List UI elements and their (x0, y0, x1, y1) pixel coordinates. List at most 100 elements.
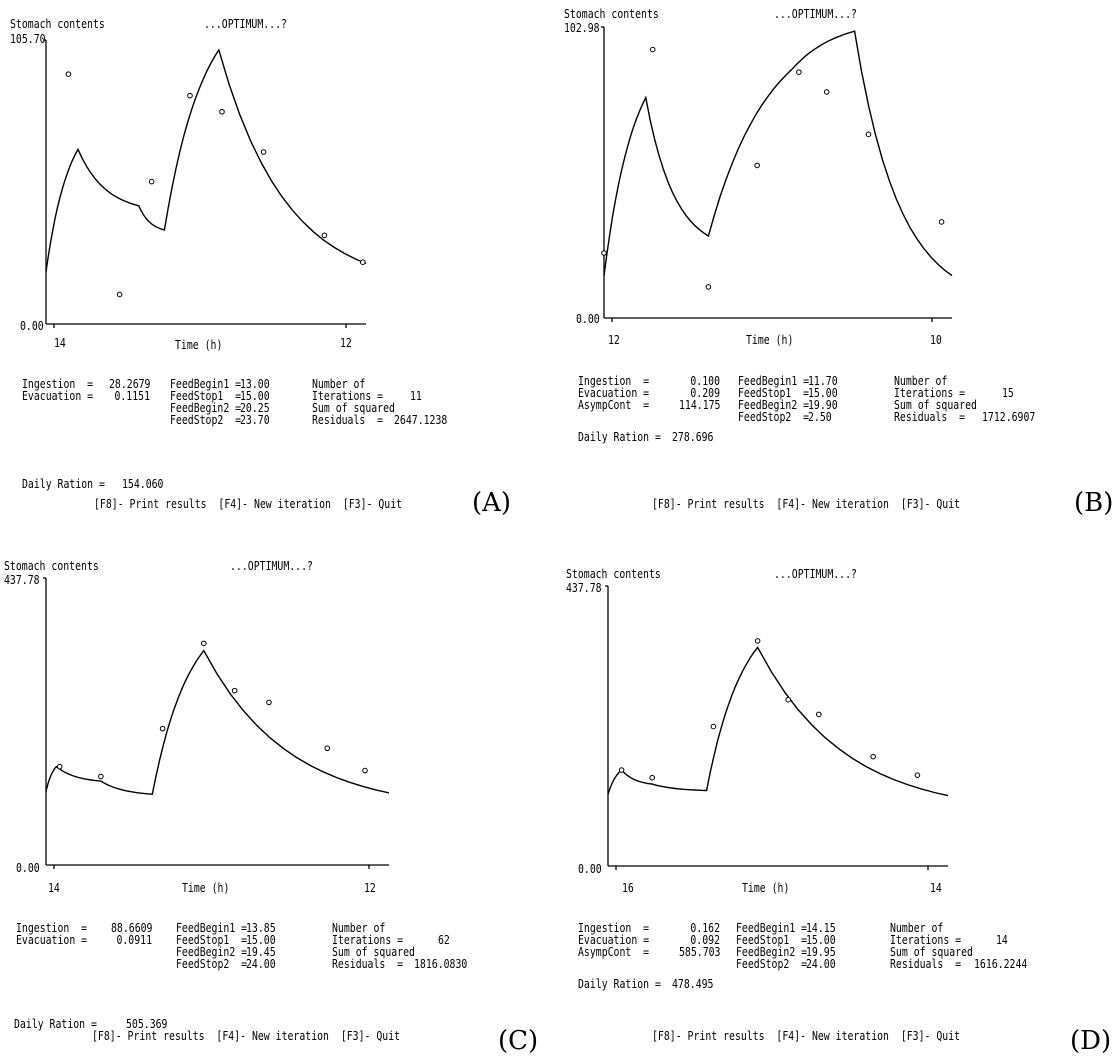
residuals-value: 1712.6907 (982, 410, 1036, 424)
iterations-label: Iterations = (894, 386, 966, 400)
observed-point (870, 753, 877, 760)
daily-ration-label: Daily Ration = (22, 477, 105, 491)
feedbegin2-label: FeedBegin2 = (738, 398, 810, 412)
iterations-value: 15 (1002, 386, 1014, 400)
residuals-label: Residuals = (332, 957, 404, 971)
panel-b: Stomach contents ...OPTIMUM...? 102.98 0… (560, 0, 1120, 530)
y-max-label: 437.78 (4, 573, 40, 587)
number-of-label: Number of (332, 921, 386, 935)
feedbegin1-label: FeedBegin1 = (736, 921, 808, 935)
x-tick-left: 14 (48, 881, 60, 895)
feedstop2-label: FeedStop2 = (170, 413, 242, 427)
observed-point (200, 640, 207, 647)
feedbegin2-value: 20.25 (240, 401, 270, 415)
feedstop1-value: 15.00 (246, 933, 276, 947)
observed-point (649, 46, 656, 53)
observed-point (148, 178, 155, 185)
optimum-label: ...OPTIMUM...? (774, 7, 857, 21)
evacuation-label: Evacuation = (16, 933, 88, 947)
feedstop1-value: 15.00 (806, 933, 836, 947)
feedbegin2-value: 19.90 (808, 398, 838, 412)
asympcont-value: 114.175 (679, 398, 721, 412)
ingestion-label: Ingestion = (22, 377, 94, 391)
evacuation-value: 0.1151 (114, 389, 150, 403)
iterations-value: 11 (410, 389, 422, 403)
observed-point (360, 259, 366, 266)
number-of-label: Number of (890, 921, 944, 935)
residuals-label: Residuals = (890, 957, 962, 971)
observed-point (618, 767, 625, 773)
chart-d (605, 585, 949, 870)
fitted-curve (45, 48, 367, 272)
evacuation-value: 0.092 (690, 933, 720, 947)
feedstop2-label: FeedStop2 = (176, 957, 248, 971)
observed-point (823, 89, 830, 95)
observed-point (754, 162, 760, 169)
iterations-label: Iterations = (890, 933, 962, 947)
feedstop2-value: 2.50 (808, 410, 832, 424)
feedbegin1-label: FeedBegin1 = (738, 374, 810, 388)
panel-label: (A) (472, 488, 512, 518)
observed-point (754, 638, 761, 644)
ingestion-value: 88.6609 (111, 921, 153, 935)
x-axis-label: Time (h) (175, 338, 223, 352)
evacuation-label: Evacuation = (578, 933, 650, 947)
chart-title: Stomach contents (4, 559, 99, 573)
x-tick-right: 12 (364, 881, 376, 895)
daily-ration-value: 154.060 (122, 477, 164, 491)
asympcont-label: AsympCont = (578, 945, 650, 959)
observed-point (159, 725, 166, 732)
panel-c: Stomach contents ...OPTIMUM...? 437.78 0… (0, 530, 560, 1061)
y-min-label: 0.00 (576, 312, 600, 326)
observed-point (705, 284, 712, 290)
observed-point (710, 723, 717, 730)
observed-point (321, 232, 328, 239)
observed-point (796, 69, 802, 75)
x-axis-label: Time (h) (182, 881, 230, 895)
chart-title: Stomach contents (10, 17, 105, 31)
residuals-value: 1616.2244 (974, 957, 1028, 971)
iterations-label: Iterations = (332, 933, 404, 947)
observed-point (116, 291, 123, 298)
iterations-value: 14 (996, 933, 1008, 947)
iterations-label: Iterations = (312, 389, 384, 403)
feedbegin1-value: 11.70 (808, 374, 838, 388)
feedstop2-value: 24.00 (806, 957, 836, 971)
chart-title: Stomach contents (564, 7, 659, 21)
x-tick-left: 16 (622, 881, 634, 895)
y-max-label: 437.78 (566, 581, 602, 595)
residuals-value: 1816.0830 (414, 957, 468, 971)
observed-point (914, 772, 921, 778)
x-tick-right: 14 (930, 881, 942, 895)
daily-ration-value: 478.495 (672, 977, 714, 991)
observed-point (865, 131, 872, 138)
feedstop1-label: FeedStop1 = (736, 933, 808, 947)
optimum-label: ...OPTIMUM...? (230, 559, 313, 573)
evacuation-value: 0.209 (690, 386, 720, 400)
observed-point (98, 773, 104, 780)
feedstop2-label: FeedStop2 = (738, 410, 810, 424)
feedstop1-label: FeedStop1 = (176, 933, 248, 947)
feedstop2-value: 23.70 (240, 413, 270, 427)
y-min-label: 0.00 (578, 862, 602, 876)
panel-label: (D) (1070, 1026, 1112, 1056)
evacuation-label: Evacuation = (578, 386, 650, 400)
feedstop1-value: 15.00 (808, 386, 838, 400)
fitted-curve (45, 649, 390, 795)
ingestion-label: Ingestion = (578, 374, 650, 388)
feedbegin2-value: 19.95 (806, 945, 836, 959)
x-tick-right: 12 (340, 336, 352, 350)
feedstop1-label: FeedStop1 = (738, 386, 810, 400)
daily-ration-label: Daily Ration = (578, 977, 661, 991)
observed-point (260, 149, 267, 155)
number-of-label: Number of (312, 377, 366, 391)
y-max-label: 102.98 (564, 21, 600, 35)
function-key-menu: [F8]- Print results [F4]- New iteration … (94, 497, 403, 511)
fitted-curve (603, 30, 953, 277)
x-tick-left: 14 (54, 336, 66, 350)
ingestion-label: Ingestion = (16, 921, 88, 935)
daily-ration-value: 505.369 (126, 1017, 168, 1031)
sum-squared-label: Sum of squared (332, 945, 415, 959)
ingestion-value: 0.162 (690, 921, 720, 935)
feedstop2-label: FeedStop2 = (736, 957, 808, 971)
